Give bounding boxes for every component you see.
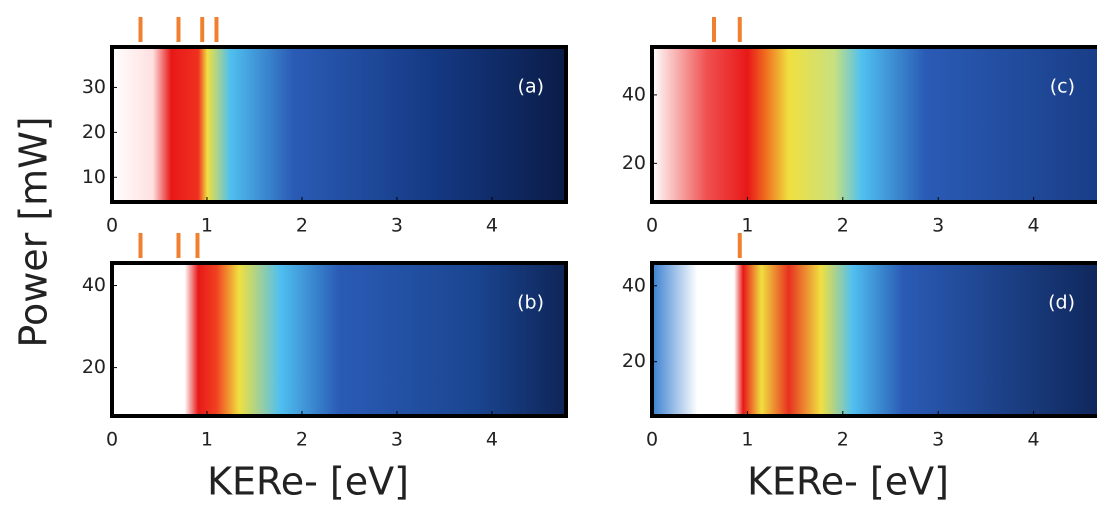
y-axis-label: Power [mW] xyxy=(12,116,56,347)
x-tick-label: 4 xyxy=(486,429,498,451)
x-axis-label: KERe- [eV] xyxy=(747,460,949,504)
plot-frame xyxy=(110,261,568,418)
x-tick-label: 1 xyxy=(201,429,213,451)
x-axis-label: KERe- [eV] xyxy=(207,460,409,504)
y-tick-label: 20 xyxy=(622,152,646,174)
plot-frame xyxy=(110,45,568,204)
x-tick-label: 0 xyxy=(646,215,658,237)
x-tick-label: 3 xyxy=(932,429,944,451)
x-tick-label: 2 xyxy=(837,215,849,237)
y-tick-label: 40 xyxy=(82,274,106,296)
plot-frame xyxy=(650,45,1097,204)
x-tick-label: 4 xyxy=(1028,215,1040,237)
y-tick-label: 20 xyxy=(82,356,106,378)
panel-label: (d) xyxy=(1048,292,1075,314)
panel-label: (a) xyxy=(518,76,544,98)
x-tick-label: 2 xyxy=(296,215,308,237)
plot-frame xyxy=(650,261,1097,418)
y-tick-label: 30 xyxy=(82,76,106,98)
x-tick-label: 2 xyxy=(837,429,849,451)
x-tick-label: 1 xyxy=(741,215,753,237)
heatmap-image xyxy=(652,263,1097,416)
y-tick-label: 40 xyxy=(622,274,646,296)
heatmap-image xyxy=(112,47,566,202)
x-tick-label: 3 xyxy=(932,215,944,237)
heatmap-image xyxy=(112,263,566,416)
y-tick-label: 20 xyxy=(622,350,646,372)
x-tick-label: 1 xyxy=(201,215,213,237)
x-tick-label: 2 xyxy=(296,429,308,451)
x-tick-label: 4 xyxy=(1028,429,1040,451)
x-tick-label: 3 xyxy=(391,215,403,237)
panel-label: (b) xyxy=(517,292,544,314)
x-tick-label: 3 xyxy=(391,429,403,451)
x-tick-label: 0 xyxy=(646,429,658,451)
x-tick-label: 1 xyxy=(741,429,753,451)
panel-label: (c) xyxy=(1050,76,1075,98)
y-tick-label: 10 xyxy=(82,166,106,188)
x-tick-label: 0 xyxy=(106,215,118,237)
heatmap-image xyxy=(652,47,1097,202)
y-tick-label: 20 xyxy=(82,121,106,143)
y-tick-label: 40 xyxy=(622,83,646,105)
x-tick-label: 0 xyxy=(106,429,118,451)
x-tick-label: 4 xyxy=(486,215,498,237)
